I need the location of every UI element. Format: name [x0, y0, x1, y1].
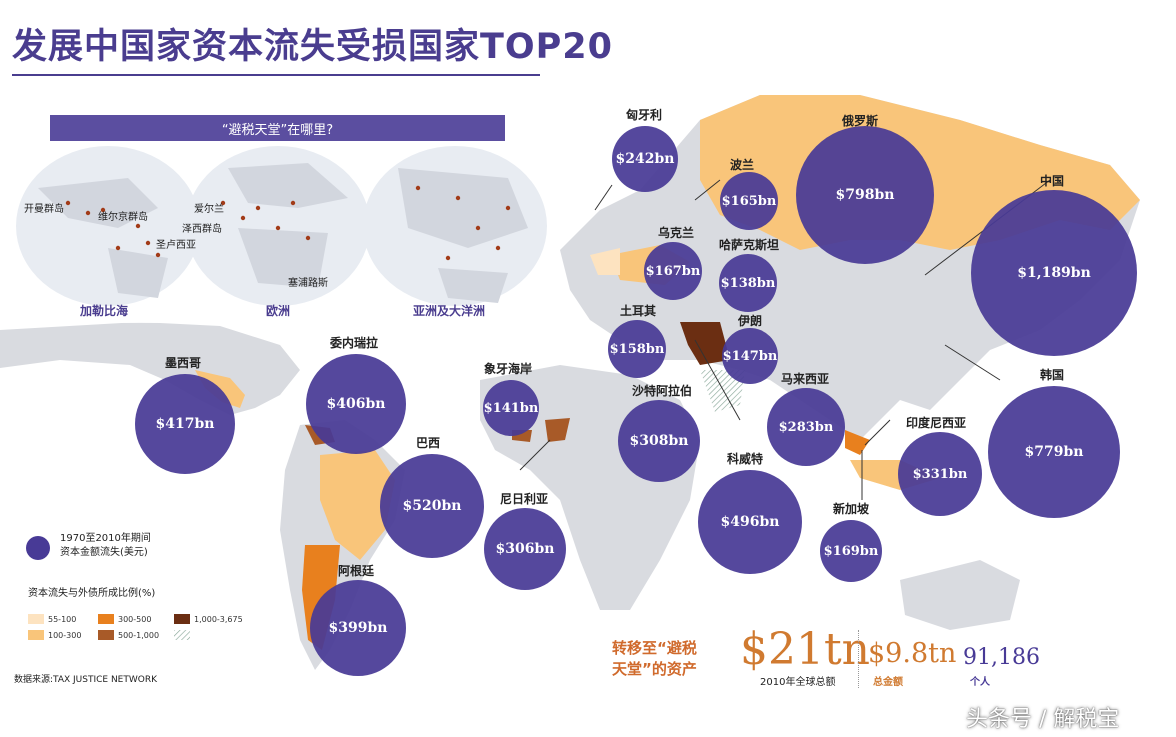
bubble-argentina: $399bn: [310, 580, 406, 676]
bubble-mexico: $417bn: [135, 374, 235, 474]
land-saudi: [700, 370, 745, 412]
bubble-poland: $165bn: [720, 172, 778, 230]
land-brazil: [320, 450, 395, 560]
label-nigeria: 尼日利亚: [500, 492, 549, 506]
label-russia: 俄罗斯: [842, 114, 879, 128]
bubble-turkey: $158bn: [608, 320, 666, 378]
partial-total-value: $9.8tn: [868, 638, 957, 669]
bubble-kuwait: $496bn: [698, 470, 802, 574]
bubble-hungary: $242bn: [612, 126, 678, 192]
bubble-venezuela: $406bn: [306, 354, 406, 454]
legend-swatch-300-500: [98, 614, 114, 624]
label-indonesia: 印度尼西亚: [906, 416, 967, 430]
inset-globes: [8, 108, 548, 323]
bubble-iran: $147bn: [722, 328, 778, 384]
individuals-value: 91,186: [963, 645, 1040, 670]
bubble-saudi-arabia: $308bn: [618, 400, 700, 482]
label-poland: 波兰: [730, 158, 755, 172]
legend-caption-line2: 资本金额流失(美元): [60, 547, 148, 558]
legend-bubble-symbol: [26, 536, 50, 560]
label-south-korea: 韩国: [1040, 368, 1065, 382]
bubble-ukraine: $167bn: [644, 242, 702, 300]
inset-region-europe: 欧洲: [266, 304, 291, 318]
legend-swatch-1000-3675: [174, 614, 190, 624]
label-venezuela: 委内瑞拉: [330, 336, 379, 350]
legend-range-100-300: 100-300: [48, 631, 82, 640]
inset-place-virgin-islands: 维尔京群岛: [98, 212, 148, 223]
label-hungary: 匈牙利: [626, 108, 663, 122]
partial-total-caption: 总金额: [873, 677, 903, 688]
bubble-russia: $798bn: [796, 126, 934, 264]
land-iran: [680, 322, 730, 365]
label-singapore: 新加坡: [833, 502, 870, 516]
bubble-china: $1,189bn: [971, 190, 1137, 356]
legend-swatch-100-300: [28, 630, 44, 640]
inset-place-jersey: 泽西群岛: [182, 224, 222, 235]
label-kuwait: 科威特: [727, 452, 764, 466]
legend-range-300-500: 300-500: [118, 615, 152, 624]
legend-caption-line1: 1970至2010年期间: [60, 533, 151, 544]
global-total-caption: 2010年全球总额: [760, 677, 836, 688]
legend-bubble-caption: 1970至2010年期间 资本金额流失(美元): [60, 532, 151, 560]
bubble-kazakhstan: $138bn: [719, 254, 777, 312]
legend-range-500-1000: 500-1,000: [118, 631, 160, 640]
transfer-heading-line2: 天堂”的资产: [612, 660, 697, 678]
page-title: 发展中国家资本流失受损国家TOP20: [12, 27, 613, 67]
label-iran: 伊朗: [738, 314, 763, 328]
label-argentina: 阿根廷: [338, 564, 375, 578]
land-australia: [900, 560, 1020, 630]
legend-swatch-hatched: [174, 630, 190, 640]
inset-place-saint-lucia: 圣卢西亚: [156, 240, 196, 251]
data-source: 数据来源:TAX JUSTICE NETWORK: [14, 675, 158, 685]
transfer-heading: 转移至“避税 天堂”的资产: [612, 638, 697, 680]
inset-region-caribbean: 加勒比海: [80, 304, 129, 318]
tax-haven-inset: “避税天堂”在哪里? 开曼群岛 维尔京群岛 圣卢西亚 爱尔兰 泽西群岛 塞浦路斯…: [8, 108, 548, 323]
land-nigeria: [545, 418, 570, 442]
watermark: 头条号 / 解税宝: [966, 707, 1120, 732]
title-underline: [12, 74, 540, 76]
bubble-south-korea: $779bn: [988, 386, 1120, 518]
totals-divider: [858, 630, 859, 688]
legend-range-55-100: 55-100: [48, 615, 77, 624]
map-legend: 1970至2010年期间 资本金额流失(美元) 资本流失与外债所成比例(%) 5…: [14, 516, 252, 656]
legend-ratio-title: 资本流失与外债所成比例(%): [28, 588, 156, 599]
label-ivory-coast: 象牙海岸: [484, 362, 533, 376]
legend-range-1000-3675: 1,000-3,675: [194, 615, 243, 624]
bubble-brazil: $520bn: [380, 454, 484, 558]
land-malaysia: [845, 430, 870, 455]
label-kazakhstan: 哈萨克斯坦: [719, 238, 780, 252]
bubble-malaysia: $283bn: [767, 388, 845, 466]
label-saudi-arabia: 沙特阿拉伯: [632, 384, 693, 398]
label-mexico: 墨西哥: [165, 356, 202, 370]
bubble-nigeria: $306bn: [484, 508, 566, 590]
legend-swatch-500-1000: [98, 630, 114, 640]
inset-place-cayman: 开曼群岛: [24, 204, 64, 215]
legend-swatch-55-100: [28, 614, 44, 624]
land-poland: [590, 248, 620, 275]
inset-place-cyprus: 塞浦路斯: [288, 278, 328, 289]
label-china: 中国: [1040, 174, 1065, 188]
bubble-singapore: $169bn: [820, 520, 882, 582]
global-total-value: $21tn: [740, 624, 871, 675]
inset-place-ireland: 爱尔兰: [194, 204, 224, 215]
label-turkey: 土耳其: [620, 304, 657, 318]
inset-heading: “避税天堂”在哪里?: [50, 115, 505, 141]
label-brazil: 巴西: [416, 436, 441, 450]
label-malaysia: 马来西亚: [781, 372, 830, 386]
bubble-indonesia: $331bn: [898, 432, 982, 516]
individuals-caption: 个人: [970, 677, 990, 688]
label-ukraine: 乌克兰: [658, 226, 695, 240]
transfer-heading-line1: 转移至“避税: [612, 639, 697, 657]
bubble-ivory-coast: $141bn: [483, 380, 539, 436]
inset-region-asia-oceania: 亚洲及大洋洲: [413, 304, 486, 318]
